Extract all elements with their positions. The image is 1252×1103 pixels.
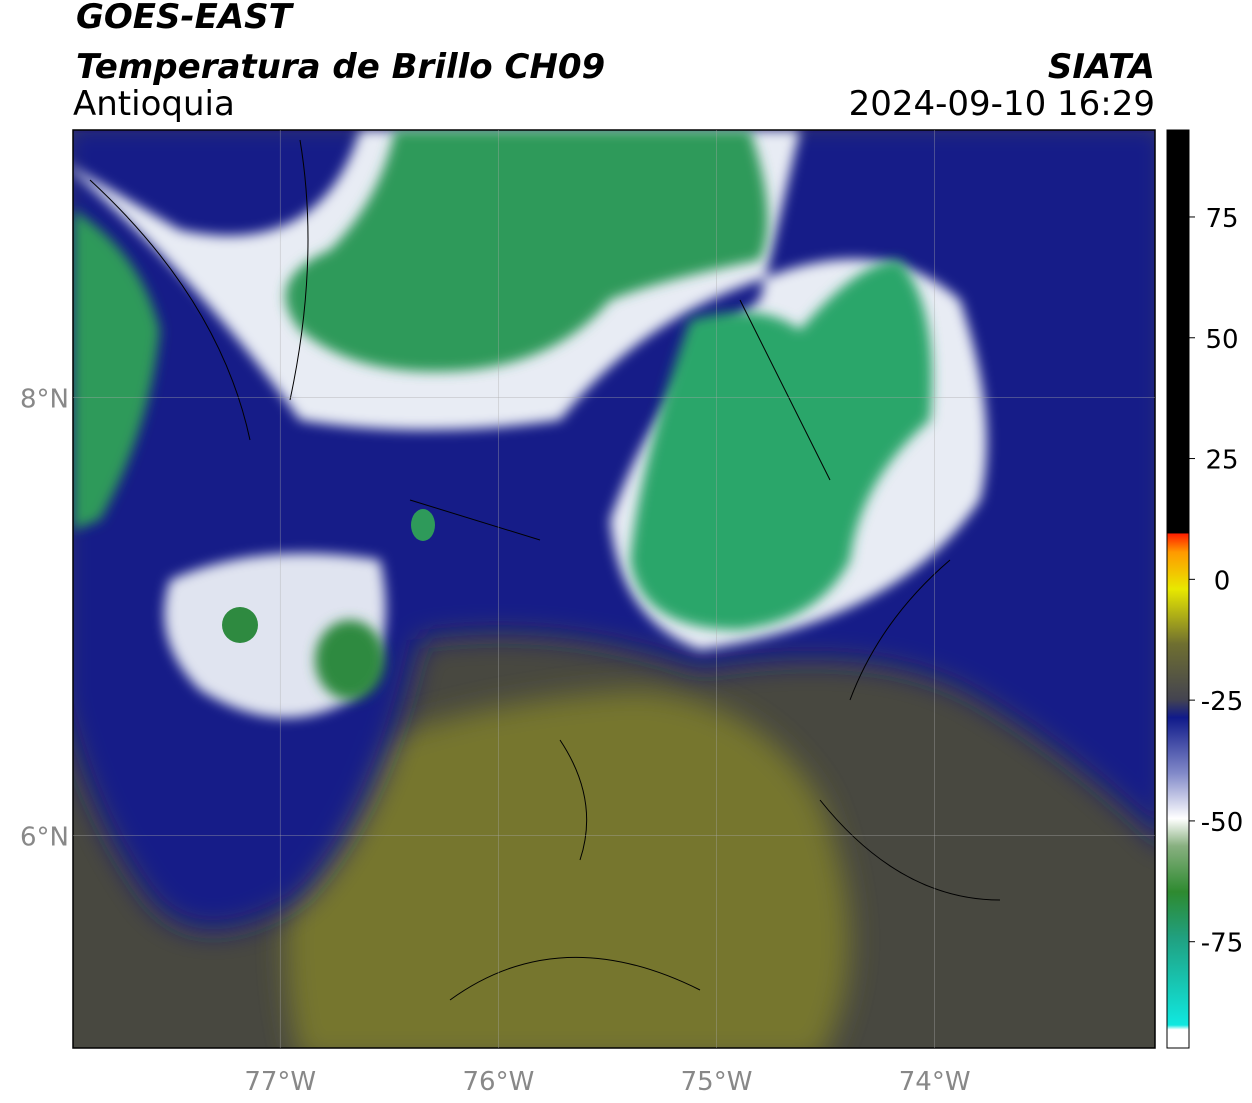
lon-tick-label: 76°W xyxy=(462,1067,534,1097)
datetime: 2024-09-10 16:29 xyxy=(849,84,1155,124)
subtitle: Temperatura de Brillo CH09 xyxy=(76,47,605,87)
colorbar-tick-label: -25 xyxy=(1201,687,1243,717)
lon-tick-label: 77°W xyxy=(244,1067,316,1097)
colorbar-tick-label: -50 xyxy=(1201,808,1243,838)
colorbar xyxy=(1166,129,1190,1049)
colorbar-tick-label: 50 xyxy=(1205,325,1238,355)
lat-tick-label: 8°N xyxy=(20,384,69,414)
source: SIATA xyxy=(1048,47,1155,87)
colorbar-tick-label: 75 xyxy=(1205,204,1238,234)
satellite-image xyxy=(73,130,1155,1048)
map-frame xyxy=(72,129,1156,1049)
colorbar-tick-label: 0 xyxy=(1214,566,1231,596)
region: Antioquia xyxy=(73,84,235,124)
lon-tick-label: 75°W xyxy=(681,1067,753,1097)
title: GOES-EAST xyxy=(76,0,295,37)
lon-tick-label: 74°W xyxy=(899,1067,971,1097)
colorbar-tick-label: -75 xyxy=(1201,929,1243,959)
colorbar-tick-label: 25 xyxy=(1205,446,1238,476)
lat-tick-label: 6°N xyxy=(20,822,69,852)
